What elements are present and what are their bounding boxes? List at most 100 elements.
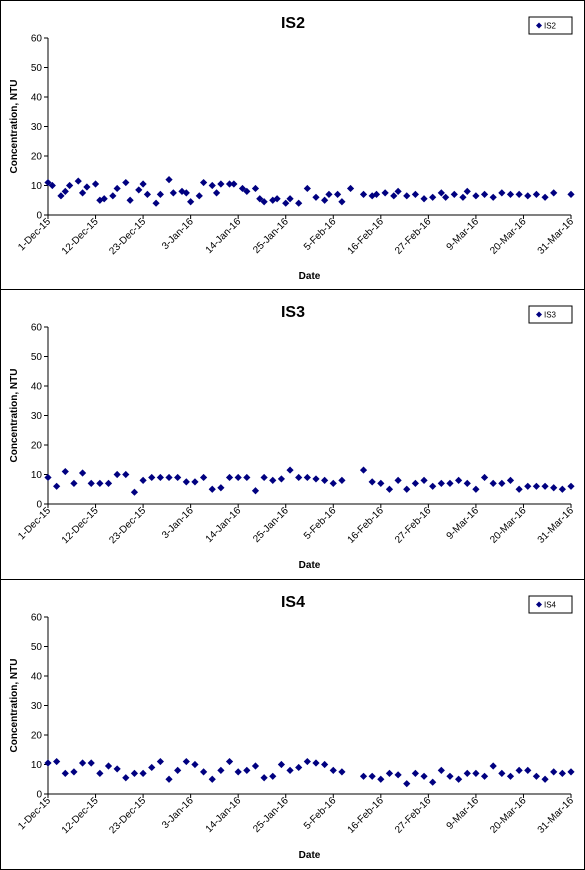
- data-point: [61, 187, 69, 195]
- x-tick-label: 23-Dec-15: [107, 505, 148, 546]
- data-point: [100, 195, 108, 203]
- chart-panel-is2: IS2 0 10 20 30 40 50 60 1-Dec-15 12-Dec-15 23-Dec-…: [0, 0, 585, 290]
- data-point: [182, 478, 190, 486]
- x-axis-title: Date: [299, 560, 321, 571]
- y-tick-label: 50: [31, 642, 43, 653]
- x-tick-label: 27-Feb-16: [393, 795, 434, 836]
- data-point: [273, 195, 281, 203]
- chart-title: IS3: [281, 304, 305, 321]
- data-point: [437, 479, 445, 487]
- data-point: [446, 479, 454, 487]
- data-point: [541, 775, 549, 783]
- x-tick-label: 12-Dec-15: [60, 795, 101, 836]
- data-point: [558, 485, 566, 493]
- chart-panel-is4: IS4 0 10 20 30 40 50 60 1-Dec-15 12-Dec-15 23-Dec-…: [0, 579, 585, 870]
- data-point: [251, 487, 260, 495]
- data-point: [524, 482, 532, 490]
- data-point: [377, 479, 385, 487]
- data-point: [130, 769, 139, 777]
- data-point: [251, 762, 260, 770]
- data-point: [532, 190, 541, 198]
- y-tick-label: 50: [31, 352, 43, 363]
- chart-panel-is3: IS3 0 10 20 30 40 50 60 1-Dec-15 12-Dec-15 23-Dec-…: [0, 289, 585, 580]
- data-point: [346, 184, 355, 193]
- y-tick-label: 10: [31, 760, 43, 771]
- data-point: [321, 476, 329, 484]
- x-tick-label: 12-Dec-15: [60, 216, 101, 257]
- y-tick-label: 60: [31, 323, 43, 334]
- data-point: [282, 199, 290, 207]
- data-point: [104, 479, 113, 487]
- x-tick-label: 16-Feb-16: [346, 505, 387, 546]
- data-point: [122, 774, 130, 782]
- data-point: [515, 190, 523, 198]
- data-point: [359, 190, 368, 198]
- data-point: [567, 768, 575, 776]
- data-point: [303, 473, 311, 482]
- data-point: [321, 760, 329, 769]
- data-point: [251, 184, 260, 193]
- legend: IS3: [528, 305, 573, 324]
- data-point: [78, 759, 87, 767]
- legend-label: IS3: [544, 311, 557, 320]
- x-tick-label: 9-Mar-16: [445, 795, 482, 832]
- data-point: [217, 180, 225, 188]
- data-point: [139, 476, 147, 484]
- data-point: [480, 473, 489, 482]
- x-tick-label: 31-Mar-16: [536, 505, 577, 546]
- y-tick-label: 30: [31, 411, 43, 422]
- y-tick-label: 10: [31, 470, 43, 481]
- legend-marker: [536, 311, 542, 318]
- data-point: [61, 467, 69, 476]
- data-point: [385, 485, 394, 493]
- data-point: [143, 190, 152, 198]
- data-point: [208, 181, 216, 190]
- data-point: [463, 187, 471, 195]
- data-point: [295, 199, 303, 207]
- data-point: [506, 476, 515, 484]
- data-point: [429, 778, 437, 786]
- data-point: [96, 196, 104, 204]
- data-point: [524, 192, 532, 200]
- data-point: [403, 192, 411, 200]
- data-point: [437, 766, 445, 774]
- data-point: [429, 482, 437, 490]
- data-point: [411, 190, 419, 198]
- y-axis-title: Concentration, NTU: [9, 369, 20, 463]
- x-axis-title: Date: [299, 271, 321, 282]
- data-point: [359, 466, 368, 474]
- data-point: [191, 478, 199, 486]
- data-point: [420, 772, 428, 780]
- data-point: [532, 772, 541, 780]
- data-point: [277, 760, 286, 769]
- y-axis-title: Concentration, NTU: [9, 80, 20, 174]
- data-point: [78, 469, 87, 477]
- x-tick-label: 20-Mar-16: [488, 505, 529, 546]
- x-tick-label: 14-Jan-16: [204, 505, 244, 545]
- data-point: [459, 193, 467, 201]
- data-point: [446, 772, 454, 780]
- data-point: [455, 476, 463, 484]
- data-point: [463, 479, 471, 487]
- chart-is2: IS2 0 10 20 30 40 50 60 1-Dec-15 12-Dec-15 23-Dec-…: [9, 15, 576, 282]
- y-tick-label: 20: [31, 441, 43, 452]
- data-point: [558, 769, 566, 777]
- x-tick-label: 3-Jan-16: [160, 216, 196, 252]
- x-tick-label: 12-Dec-15: [60, 505, 101, 546]
- data-point: [130, 488, 139, 496]
- data-point: [463, 769, 471, 777]
- data-point: [156, 757, 164, 766]
- y-tick-label: 40: [31, 93, 43, 104]
- x-tick-label: 23-Dec-15: [107, 795, 148, 836]
- x-tick-label: 20-Mar-16: [488, 216, 529, 257]
- x-tick-label: 3-Jan-16: [160, 795, 196, 831]
- data-point: [312, 193, 320, 201]
- x-tick-label: 25-Jan-16: [251, 216, 291, 256]
- data-point: [420, 195, 428, 203]
- legend-label: IS4: [544, 601, 557, 610]
- data-point: [524, 766, 532, 774]
- data-point: [208, 775, 216, 783]
- y-tick-label: 30: [31, 701, 43, 712]
- data-point: [165, 473, 173, 482]
- x-tick-label: 3-Jan-16: [160, 505, 196, 541]
